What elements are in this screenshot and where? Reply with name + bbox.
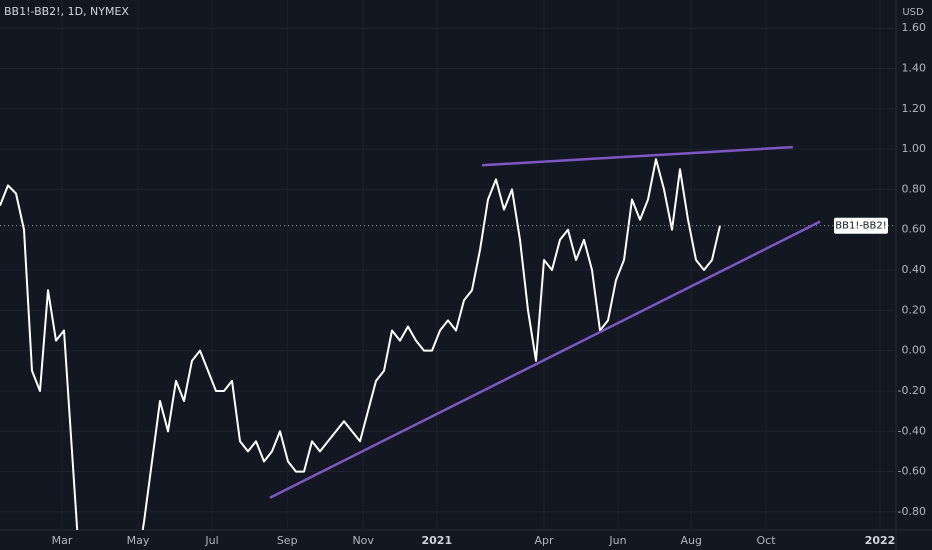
x-tick-label: Oct xyxy=(756,534,776,547)
x-tick-label: 2022 xyxy=(865,534,896,547)
y-tick-label: 1.60 xyxy=(902,21,927,34)
x-tick-label: Mar xyxy=(52,534,73,547)
y-tick-label: 1.00 xyxy=(902,142,927,155)
price-tag-label: BB1!-BB2! xyxy=(835,221,886,232)
x-tick-label: Jun xyxy=(608,534,626,547)
grid xyxy=(0,0,896,530)
x-tick-label: Nov xyxy=(352,534,374,547)
trend-line xyxy=(269,220,821,499)
y-tick-label: 0.40 xyxy=(902,263,927,276)
axes: 1.60 1.40 1.20 1.00 0.80 0.60 0.40 0.20 0.00 -0.2… xyxy=(52,21,926,547)
y-tick-label: 0.80 xyxy=(902,182,927,195)
y-tick-label: 0.20 xyxy=(902,303,927,316)
y-tick-label: 1.40 xyxy=(902,62,927,75)
y-tick-label: 0.00 xyxy=(902,344,927,357)
chart-title: BB1!-BB2!, 1D, NYMEX xyxy=(4,5,129,18)
x-tick-label: Apr xyxy=(534,534,554,547)
trend-line xyxy=(481,145,793,167)
plot-area xyxy=(0,145,896,530)
x-tick-label: May xyxy=(127,534,150,547)
y-tick-label: -0.60 xyxy=(898,465,926,478)
currency-label: USD xyxy=(902,7,924,18)
y-tick-label: -0.20 xyxy=(898,384,926,397)
y-tick-label: -0.40 xyxy=(898,424,926,437)
price-tag xyxy=(834,217,888,234)
x-tick-label: Sep xyxy=(277,534,298,547)
x-tick-label: Aug xyxy=(680,534,701,547)
price-line xyxy=(0,158,721,530)
y-tick-label: -0.80 xyxy=(898,505,926,518)
x-tick-label: Jul xyxy=(204,534,218,547)
y-tick-label: 0.60 xyxy=(902,223,927,236)
y-tick-label: 1.20 xyxy=(902,102,927,115)
x-tick-label: 2021 xyxy=(421,534,452,547)
